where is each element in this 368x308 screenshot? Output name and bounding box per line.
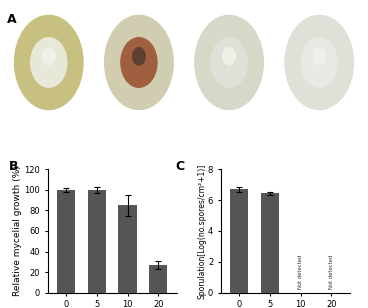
Circle shape [132,48,145,65]
Circle shape [313,48,326,65]
Text: Glycerol 0%: Glycerol 0% [24,119,74,128]
Bar [149,265,167,293]
Circle shape [301,38,337,87]
Circle shape [105,15,173,110]
Bar [57,190,75,293]
Bar [261,193,279,293]
Text: Glycerol 20%: Glycerol 20% [291,119,347,128]
Circle shape [14,15,83,110]
Y-axis label: Sporulation[Log(no.spores/cm²+1)]: Sporulation[Log(no.spores/cm²+1)] [197,163,206,299]
Bar [230,189,248,293]
Text: Not detected: Not detected [329,254,334,289]
Circle shape [42,48,55,65]
Text: Not detected: Not detected [298,254,303,289]
Circle shape [211,38,247,87]
Text: A: A [7,13,17,26]
Circle shape [31,38,67,87]
Text: Glycerol 5%: Glycerol 5% [114,119,164,128]
Text: B: B [9,160,19,172]
Circle shape [195,15,263,110]
Circle shape [285,15,354,110]
Circle shape [121,38,157,87]
Text: Glycerol 10%: Glycerol 10% [201,119,257,128]
Circle shape [223,48,236,65]
Bar [88,190,106,293]
Text: C: C [176,160,185,172]
Y-axis label: Relative mycelial growth (%): Relative mycelial growth (%) [13,166,22,296]
Bar [118,205,137,293]
